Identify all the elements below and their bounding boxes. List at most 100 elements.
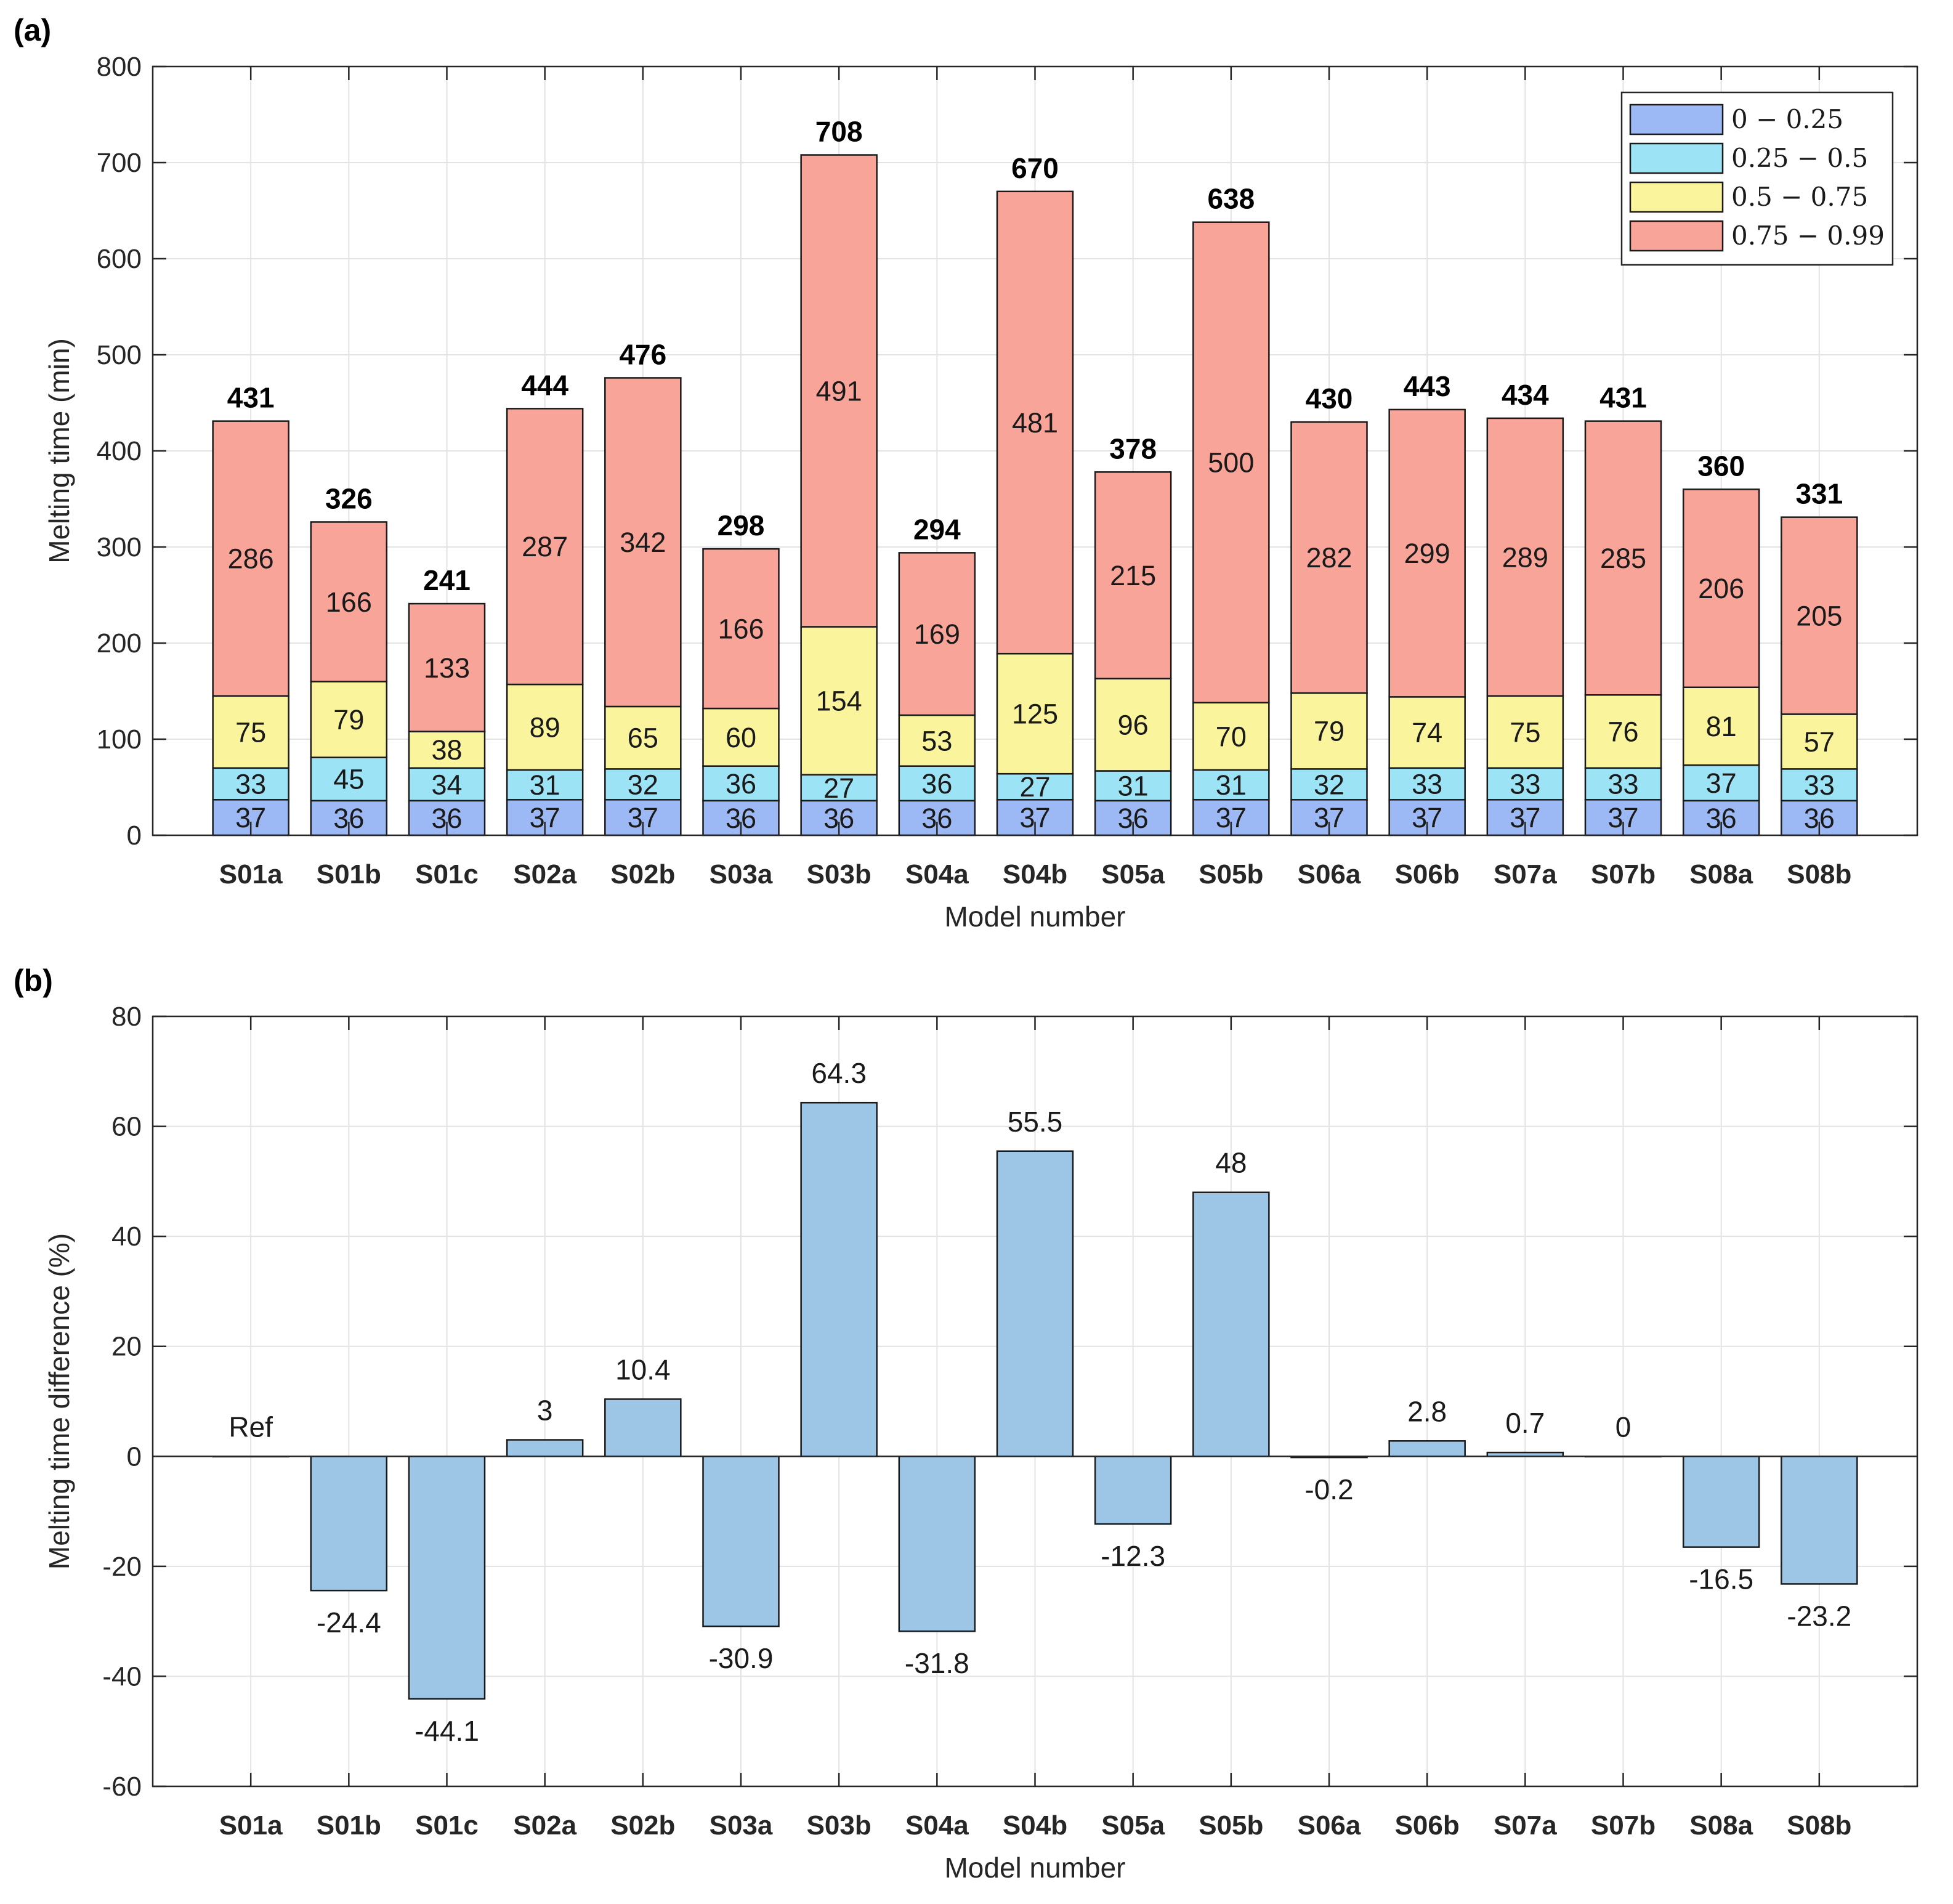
panel-b-value-label: 64.3 <box>811 1057 867 1089</box>
panel-a-legend-swatch <box>1629 142 1724 174</box>
panel-a-segment-label: 75 <box>1510 716 1540 748</box>
panel-a-bar-segment <box>800 774 878 802</box>
panel-b-x-tick-label: S03a <box>710 1810 773 1841</box>
panel-a-x-axis-label: Model number <box>944 901 1125 933</box>
panel-a-bar-segment <box>506 769 584 801</box>
panel-a-bar-segment <box>212 695 289 769</box>
panel-b-value-label: 0.7 <box>1505 1407 1545 1439</box>
panel-a-y-tick-label: 300 <box>97 532 142 562</box>
panel-a-x-tick-label: S08a <box>1689 859 1753 889</box>
panel-a-total-label: 670 <box>1011 152 1059 184</box>
panel-a-y-tick-label: 700 <box>97 148 142 178</box>
panel-a-bar-segment <box>408 602 486 732</box>
panel-a-total-label: 360 <box>1697 450 1745 482</box>
panel-b-y-tick-label: -40 <box>102 1661 142 1691</box>
panel-a-segment-label: 36 <box>921 768 952 800</box>
panel-a-segment-label: 34 <box>431 769 462 800</box>
panel-a-segment-label: 500 <box>1208 447 1254 479</box>
panel-b-bar <box>506 1439 584 1457</box>
panel-b-value-label: -0.2 <box>1304 1473 1353 1505</box>
panel-a-segment-label: 96 <box>1118 710 1149 741</box>
panel-b-label: (b) <box>14 963 53 998</box>
panel-b-value-label: -12.3 <box>1101 1540 1165 1572</box>
panel-a-total-label: 378 <box>1109 432 1157 464</box>
panel-a-segment-label: 27 <box>823 772 854 804</box>
panel-a-bar-segment <box>996 190 1074 655</box>
panel-b-x-tick-label: S08b <box>1787 1810 1851 1841</box>
panel-b-bar <box>1388 1440 1466 1457</box>
panel-a-segment-label: 45 <box>333 764 364 795</box>
panel-b-y-tick-label: -20 <box>102 1552 142 1582</box>
panel-a-total-label: 298 <box>718 509 765 541</box>
panel-a-segment-label: 38 <box>431 734 462 766</box>
panel-a-bar-segment <box>1486 767 1564 801</box>
panel-b-bar <box>408 1456 486 1700</box>
panel-a-total-label: 431 <box>227 382 275 414</box>
panel-a-legend-swatch <box>1629 103 1724 136</box>
panel-b-bar <box>1094 1456 1172 1525</box>
panel-b-x-axis-label: Model number <box>944 1852 1125 1884</box>
panel-a-y-tick-label: 600 <box>97 244 142 274</box>
panel-b-value-label: -31.8 <box>905 1647 969 1679</box>
panel-b-bar <box>310 1456 388 1592</box>
panel-a-total-label: 708 <box>815 116 863 148</box>
panel-a-segment-label: 169 <box>914 618 960 650</box>
panel-a-y-tick-label: 500 <box>97 340 142 370</box>
panel-b-value-label: 55.5 <box>1008 1106 1063 1138</box>
panel-a-total-label: 430 <box>1306 383 1353 415</box>
panel-a-bar-segment <box>800 154 878 628</box>
panel-a-segment-label: 481 <box>1012 407 1058 439</box>
panel-a-segment-label: 282 <box>1306 542 1352 573</box>
panel-a-total-label: 444 <box>521 369 568 401</box>
panel-b-value-label: -23.2 <box>1787 1600 1851 1632</box>
panel-a-bar-segment <box>1486 417 1564 697</box>
panel-a-segment-label: 166 <box>326 586 372 618</box>
panel-b-axes-box <box>152 1015 1919 1788</box>
panel-a-segment-label: 53 <box>921 725 952 756</box>
panel-a-segment-label: 133 <box>424 652 470 684</box>
panel-b-x-tick-label: S08a <box>1689 1810 1753 1841</box>
panel-b-x-tick-label: S05b <box>1199 1810 1263 1841</box>
panel-a-bar-segment <box>1584 694 1662 769</box>
panel-b-x-tick-label: S07b <box>1591 1810 1656 1841</box>
panel-a-bar-segment <box>898 714 976 767</box>
panel-b-x-tick-label: S07a <box>1494 1810 1557 1841</box>
panel-a-x-tick-label: S03b <box>807 859 871 889</box>
panel-a-bar-segment <box>604 768 682 801</box>
panel-a-bar-segment <box>996 772 1074 801</box>
panel-a-segment-label: 33 <box>1607 769 1638 800</box>
panel-a-bar-segment <box>1192 769 1270 801</box>
panel-a-bar-segment <box>1682 764 1760 802</box>
panel-a-bar-segment <box>996 652 1074 775</box>
panel-b-bar <box>702 1456 780 1627</box>
panel-a-legend-label: 0.75 − 0.99 <box>1731 221 1885 251</box>
panel-a-total-label: 431 <box>1599 382 1647 414</box>
panel-a-bar-segment <box>1094 770 1172 802</box>
panel-b-y-tick-label: 0 <box>127 1441 142 1472</box>
panel-b-x-tick-label: S04a <box>905 1810 969 1841</box>
panel-a-segment-label: 286 <box>228 543 274 575</box>
panel-a-legend-label: 0.5 − 0.75 <box>1731 182 1868 212</box>
panel-a-x-tick-label: S06a <box>1298 859 1361 889</box>
panel-a-segment-label: 206 <box>1698 573 1744 604</box>
panel-b-x-tick-label: S02a <box>513 1810 576 1841</box>
panel-b-bar <box>898 1456 976 1632</box>
panel-a-legend-label: 0.25 − 0.5 <box>1731 143 1868 173</box>
panel-a-x-tick-label: S05a <box>1101 859 1165 889</box>
panel-a-x-tick-label: S04b <box>1003 859 1067 889</box>
panel-a-total-label: 326 <box>325 482 373 514</box>
panel-b-x-tick-label: S06a <box>1298 1810 1361 1841</box>
panel-a-segment-label: 33 <box>1804 769 1835 801</box>
panel-a-segment-label: 154 <box>816 686 862 717</box>
panel-a-segment-label: 65 <box>628 723 658 754</box>
panel-a-segment-label: 342 <box>620 527 666 558</box>
panel-a-segment-label: 60 <box>726 722 756 753</box>
panel-a-total-label: 476 <box>619 338 666 370</box>
panel-a-bar-segment <box>604 377 682 708</box>
panel-a-segment-label: 285 <box>1600 543 1646 574</box>
panel-a-bar-segment <box>408 731 486 769</box>
panel-b-bar <box>604 1398 682 1457</box>
panel-a-bar-segment <box>1682 488 1760 689</box>
panel-b-bar <box>996 1150 1074 1457</box>
panel-b-y-tick-label: 60 <box>111 1112 142 1142</box>
